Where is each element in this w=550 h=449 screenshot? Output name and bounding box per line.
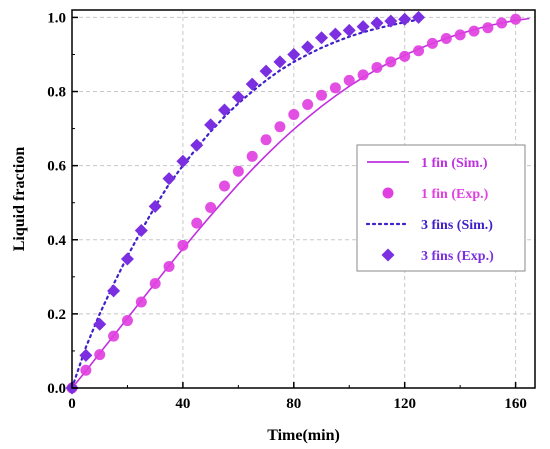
data-point-circle — [191, 217, 203, 229]
data-point-diamond — [356, 20, 370, 34]
data-point-circle — [440, 33, 452, 45]
legend-box — [356, 144, 526, 272]
data-point-circle — [413, 45, 425, 57]
data-point-diamond — [370, 16, 384, 30]
data-point-circle — [274, 121, 286, 133]
data-point-circle — [510, 13, 522, 25]
data-point-diamond — [134, 224, 148, 237]
data-point-diamond — [217, 103, 231, 117]
data-point-circle — [232, 165, 244, 177]
y-tick-label: 0.8 — [47, 85, 66, 101]
series-line-0 — [71, 17, 530, 389]
data-point-circle — [80, 364, 92, 376]
data-point-diamond — [93, 317, 107, 331]
data-point-diamond — [120, 252, 134, 266]
data-point-diamond — [176, 154, 190, 168]
data-point-diamond — [412, 10, 426, 24]
data-point-circle — [108, 330, 120, 342]
data-point-circle — [135, 296, 147, 308]
data-point-circle — [246, 150, 258, 162]
data-point-diamond — [384, 14, 398, 28]
data-point-circle — [454, 29, 466, 41]
data-point-diamond — [162, 172, 176, 186]
data-point-diamond — [204, 118, 218, 132]
data-point-circle — [426, 37, 438, 49]
data-point-diamond — [107, 284, 121, 298]
axes: 0 40 80 120 160 0.0 0.2 0.4 0.6 0.8 1.0 — [47, 10, 527, 412]
x-tick-label: 0 — [68, 396, 76, 412]
y-tick-label: 0.6 — [47, 159, 66, 175]
legend-swatch-3 — [381, 248, 395, 262]
x-tick-label: 120 — [393, 396, 416, 412]
data-point-circle — [482, 22, 494, 34]
x-tick-label: 160 — [504, 396, 527, 412]
data-point-circle — [329, 82, 341, 94]
plot-frame — [71, 9, 536, 389]
grid — [72, 10, 535, 388]
data-point-circle — [343, 74, 355, 86]
x-tick-label: 80 — [286, 396, 301, 412]
x-tick-label: 40 — [175, 396, 190, 412]
data-point-circle — [121, 315, 133, 327]
data-point-diamond — [190, 138, 204, 152]
data-point-circle — [177, 239, 189, 251]
plot-series — [65, 10, 530, 395]
data-point-circle — [163, 260, 175, 272]
data-point-circle — [218, 180, 230, 192]
data-point-circle — [260, 134, 272, 146]
y-tick-label: 0.0 — [47, 381, 66, 397]
data-point-circle — [316, 89, 328, 101]
data-point-diamond — [79, 348, 93, 362]
data-point-circle — [357, 69, 369, 81]
legend: 1 fin (Sim.) 1 fin (Exp.) 3 fins (Sim.) 3 f… — [356, 144, 526, 272]
data-point-diamond — [328, 27, 342, 41]
legend-label-1: 1 fin (Exp.) — [421, 187, 489, 202]
data-point-diamond — [231, 90, 245, 104]
data-point-diamond — [315, 31, 329, 45]
data-point-diamond — [342, 23, 356, 37]
legend-label-0: 1 fin (Sim.) — [421, 156, 488, 171]
data-point-circle — [385, 56, 397, 68]
data-point-circle — [149, 277, 161, 289]
data-point-circle — [468, 25, 480, 37]
y-tick-label: 0.4 — [47, 233, 66, 249]
y-tick-label: 0.2 — [47, 307, 66, 323]
data-point-circle — [371, 61, 383, 73]
y-axis-label: Liquid fraction — [11, 147, 28, 252]
data-point-circle — [288, 109, 300, 121]
data-point-diamond — [287, 47, 301, 61]
data-point-diamond — [245, 77, 259, 91]
legend-label-3: 3 fins (Exp.) — [421, 249, 494, 264]
x-axis-label: Time(min) — [267, 427, 340, 444]
data-point-diamond — [273, 55, 287, 69]
data-point-circle — [496, 17, 508, 29]
legend-swatch-1 — [382, 187, 394, 199]
data-point-diamond — [259, 64, 273, 78]
data-point-diamond — [398, 12, 412, 26]
series-line-2 — [70, 18, 420, 390]
data-point-circle — [205, 202, 217, 214]
data-point-circle — [94, 349, 106, 361]
data-point-diamond — [148, 199, 162, 213]
data-point-diamond — [301, 40, 315, 54]
data-point-circle — [302, 99, 314, 110]
legend-label-2: 3 fins (Sim.) — [421, 218, 493, 233]
data-point-circle — [399, 50, 411, 62]
y-tick-label: 1.0 — [47, 10, 66, 26]
